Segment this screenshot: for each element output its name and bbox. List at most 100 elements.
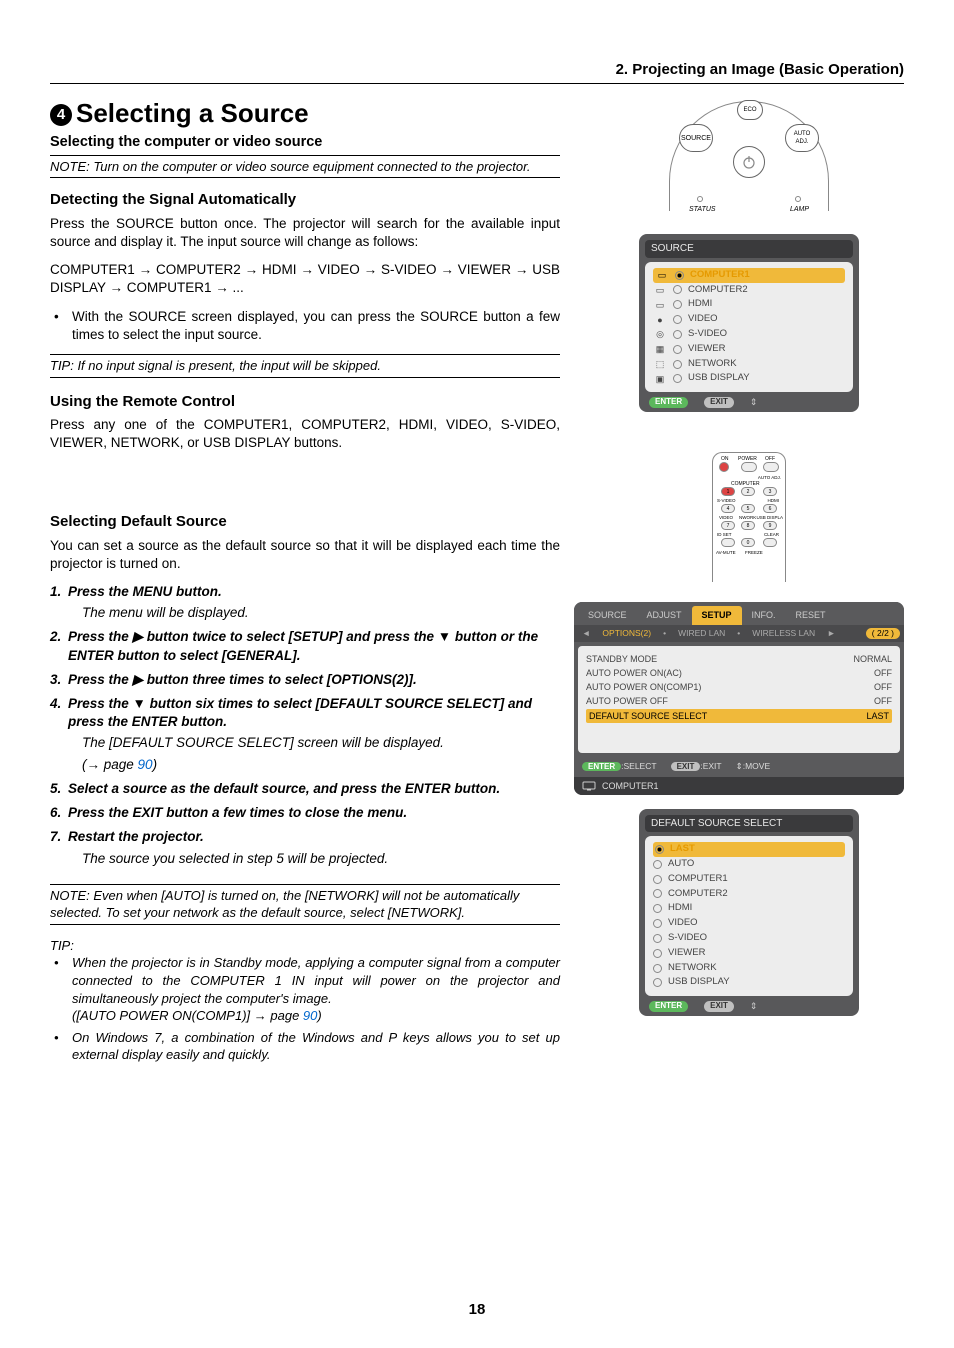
osd-subtab: WIRELESS LAN [748, 627, 819, 640]
rm-idset-btn [721, 538, 735, 547]
osd-dss-title: DEFAULT SOURCE SELECT [645, 815, 853, 833]
page-link-90a[interactable]: 90 [138, 757, 153, 772]
step-2b: button twice to select [SETUP] and press… [143, 629, 438, 644]
step-1-body: The menu will be displayed. [68, 604, 560, 622]
step-6-text: Press the EXIT button a few times to clo… [68, 805, 407, 820]
default-p1: You can set a source as the default sour… [50, 537, 560, 573]
osd-page-indicator: ( 2/2 ) [866, 628, 900, 639]
osd-setup-row: STANDBY MODENORMAL [586, 652, 892, 666]
osd-status-label: COMPUTER1 [602, 780, 659, 792]
osd-dss-item: COMPUTER1 [653, 872, 845, 887]
osd-dss-item: NETWORK [653, 961, 845, 976]
select-label: :SELECT [621, 761, 656, 771]
step-4b: button six times to select [DEFAULT SOUR… [68, 696, 532, 729]
step-3b: button three times to select [OPTIONS(2)… [143, 672, 417, 687]
rm-freeze: FREEZE [745, 550, 763, 556]
tip-no-signal: TIP: If no input signal is present, the … [50, 354, 560, 378]
move-label: ⇕:MOVE [736, 761, 771, 772]
step-4-body1: The [DEFAULT SOURCE SELECT] screen will … [68, 734, 560, 752]
tip-bullet-1: When the projector is in Standby mode, a… [50, 954, 560, 1024]
osd-setup-row: AUTO POWER ON(AC)OFF [586, 666, 892, 680]
step-7: 7. Restart the projector. The source you… [50, 828, 560, 867]
tip-bullet-2: On Windows 7, a combination of the Windo… [50, 1029, 560, 1064]
tip-label: TIP: [50, 937, 560, 955]
rm-autoadj-btn [763, 462, 779, 472]
exit-pill2: EXIT [671, 762, 701, 771]
osd-source-item: ◎S-VIDEO [653, 327, 845, 342]
chapter-heading: 2. Projecting an Image (Basic Operation) [50, 60, 904, 84]
step-2a: Press the [68, 629, 133, 644]
osd-subtab: ◄ [578, 627, 594, 640]
status-label: STATUS [689, 205, 716, 214]
detect-bullet: With the SOURCE screen displayed, you ca… [50, 308, 560, 344]
move-indicator: ⇕ [750, 396, 758, 408]
rm-c2: 2 [741, 487, 755, 496]
osd-dss-item: VIEWER [653, 946, 845, 961]
step-4a: Press the [68, 696, 133, 711]
monitor-icon [582, 781, 596, 791]
remote-p1: Press any one of the COMPUTER1, COMPUTER… [50, 416, 560, 452]
step-7-text: Restart the projector. [68, 829, 204, 844]
rm-avmute: AV-MUTE [716, 550, 736, 556]
section-number: 4 [50, 104, 72, 126]
osd-setup-row: AUTO POWER OFFOFF [586, 694, 892, 708]
rm-c1: 1 [721, 487, 735, 496]
step-2: 2. Press the ▶ button twice to select [S… [50, 628, 560, 664]
projector-top-diagram: ECO SOURCE AUTO ADJ. STATUS LAMP [659, 96, 839, 216]
lamp-label: LAMP [790, 205, 809, 214]
osd-source-item: ▭COMPUTER1 [653, 268, 845, 283]
osd-source-item: ▣USB DISPLAY [653, 371, 845, 386]
osd-source-title: SOURCE [645, 240, 853, 258]
rm-b7: 7 [721, 521, 735, 530]
osd-setup-panel: SOURCEADJUSTSETUPINFO.RESET ◄OPTIONS(2)•… [574, 602, 904, 794]
osd-dss-item: AUTO [653, 857, 845, 872]
osd-dss-panel: DEFAULT SOURCE SELECT LASTAUTOCOMPUTER1C… [639, 809, 859, 1017]
osd-tab: RESET [786, 606, 836, 624]
osd-tab: ADJUST [637, 606, 692, 624]
step-5-text: Select a source as the default source, a… [68, 781, 500, 796]
osd-tab: SOURCE [578, 606, 637, 624]
step-1-text: Press the MENU button. [68, 584, 222, 599]
osd-dss-item: USB DISPLAY [653, 975, 845, 990]
osd-dss-item: VIDEO [653, 916, 845, 931]
move-indicator3: ⇕ [750, 1000, 758, 1012]
osd-subtab: • [733, 627, 744, 640]
osd-source-item: ▭COMPUTER2 [653, 283, 845, 298]
osd-dss-item: S-VIDEO [653, 931, 845, 946]
remote-diagram: ON POWER OFF AUTO ADJ. COMPUTER 1 2 3 S-… [694, 452, 804, 562]
rm-b0: 0 [741, 538, 755, 547]
enter-pill: ENTER [649, 397, 688, 408]
note-auto-network: NOTE: Even when [AUTO] is turned on, the… [50, 884, 560, 925]
heading-default: Selecting Default Source [50, 512, 560, 532]
eco-button-icon: ECO [737, 100, 763, 120]
osd-source-item: ●VIDEO [653, 312, 845, 327]
step-3a: Press the [68, 672, 133, 687]
rm-b4: 4 [721, 504, 735, 513]
rm-b9: 9 [763, 521, 777, 530]
rm-on-btn [719, 462, 729, 472]
tip-block: TIP: When the projector is in Standby mo… [50, 937, 560, 1064]
osd-dss-item: LAST [653, 842, 845, 857]
heading-remote: Using the Remote Control [50, 392, 560, 412]
osd-source-item: ⬚NETWORK [653, 357, 845, 372]
step-4: 4. Press the ▼ button six times to selec… [50, 695, 560, 774]
rm-power-btn [741, 462, 757, 472]
osd-source-item: ▦VIEWER [653, 342, 845, 357]
osd-subtab: ► [823, 627, 839, 640]
osd-subtab: • [659, 627, 670, 640]
step-6: 6. Press the EXIT button a few times to … [50, 804, 560, 822]
detect-sequence: COMPUTER1 → COMPUTER2 → HDMI → VIDEO → S… [50, 261, 560, 297]
osd-dss-item: HDMI [653, 901, 845, 916]
step-7-body: The source you selected in step 5 will b… [68, 850, 560, 868]
rm-b6: 6 [763, 504, 777, 513]
steps-list: 1. Press the MENU button. The menu will … [50, 583, 560, 868]
right-column: ECO SOURCE AUTO ADJ. STATUS LAMP SOURCE … [594, 96, 904, 1030]
step-4-body2: (→ page 90) [68, 756, 560, 774]
rm-b5: 5 [741, 504, 755, 513]
detect-p1: Press the SOURCE button once. The projec… [50, 215, 560, 251]
osd-setup-row: AUTO POWER ON(COMP1)OFF [586, 680, 892, 694]
rm-c3: 3 [763, 487, 777, 496]
page-link-90b[interactable]: 90 [303, 1008, 317, 1023]
heading-detect: Detecting the Signal Automatically [50, 190, 560, 210]
osd-subtab: OPTIONS(2) [598, 627, 655, 640]
